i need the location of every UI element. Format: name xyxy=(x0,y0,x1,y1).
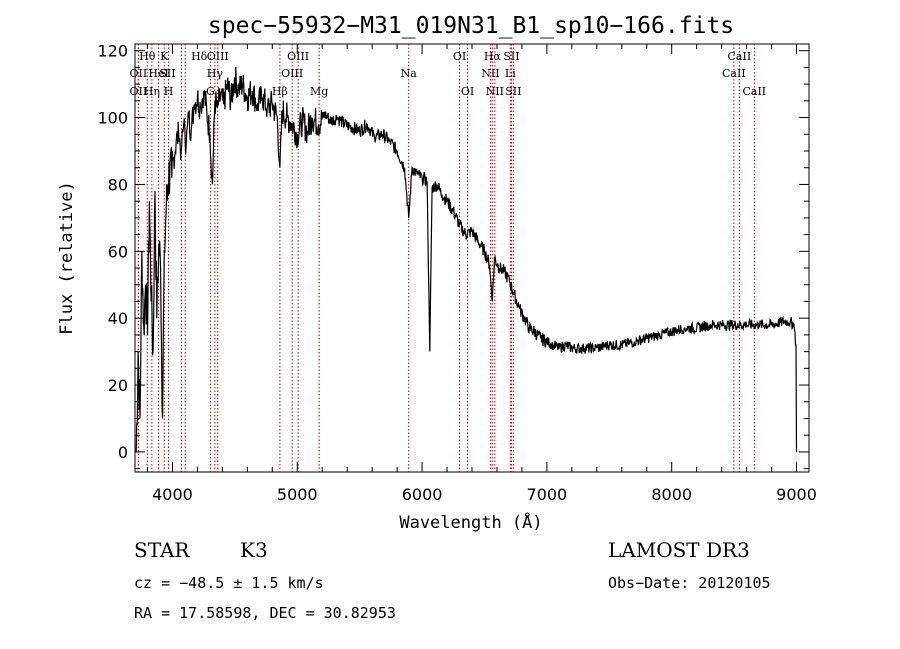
line-label-21: NII xyxy=(486,85,504,98)
line-label-3: Hη xyxy=(144,85,160,98)
line-label-17: OI xyxy=(453,50,466,63)
line-label-22: Li xyxy=(505,67,516,80)
line-label-26: CaII xyxy=(728,50,752,63)
y-tick-label-2: 40 xyxy=(108,309,128,328)
line-label-9: G xyxy=(206,85,215,98)
x-tick-label-3: 7000 xyxy=(527,485,568,504)
spectral-line-markers: HθOIIOIIHηHeIKHSIIHδGHγOIIIHβOIIIOIIIMgN… xyxy=(130,44,766,472)
line-label-4: HeI xyxy=(148,67,168,80)
y-tick-label-3: 60 xyxy=(108,242,128,261)
line-label-24: SII xyxy=(505,85,521,98)
plot-frame xyxy=(134,43,810,473)
object-subclass: K3 xyxy=(240,538,268,562)
line-label-6: H xyxy=(164,85,174,98)
redshift-text: cz = −48.5 ± 1.5 km/s xyxy=(134,574,324,592)
spectrum-line xyxy=(135,66,798,452)
line-label-10: Hγ xyxy=(207,67,224,80)
line-label-13: OIII xyxy=(281,67,303,80)
obs-date: Obs−Date: 20120105 xyxy=(608,574,771,592)
axis-ticks: 4000 5000 6000 7000 8000 9000 0 20 40 60 80 100 120 xyxy=(97,42,816,504)
y-tick-label-6: 120 xyxy=(97,42,128,61)
x-tick-label-4: 8000 xyxy=(651,485,692,504)
x-tick-label-5: 9000 xyxy=(776,485,817,504)
object-class: STAR xyxy=(134,538,190,562)
line-label-7: SII xyxy=(159,67,175,80)
line-label-11: OIII xyxy=(207,50,229,63)
line-label-27: CaII xyxy=(742,85,766,98)
chart-title: spec−55932−M31_019N31_B1_sp10−166.fits xyxy=(208,13,734,39)
line-label-23: SII xyxy=(503,50,519,63)
coordinates: RA = 17.58598, DEC = 30.82953 xyxy=(134,604,396,622)
line-label-19: NII xyxy=(481,67,499,80)
line-label-16: Na xyxy=(401,67,418,80)
line-label-8: Hδ xyxy=(191,50,208,63)
line-label-25: CaII xyxy=(722,67,746,80)
x-tick-label-2: 6000 xyxy=(402,485,443,504)
y-tick-label-5: 100 xyxy=(97,109,128,128)
y-axis-label: Flux (relative) xyxy=(57,181,77,335)
x-tick-label-1: 5000 xyxy=(277,485,318,504)
x-axis-label: Wavelength (Å) xyxy=(399,511,542,533)
line-label-14: OIII xyxy=(287,50,309,63)
y-tick-label-1: 20 xyxy=(108,376,128,395)
x-tick-label-0: 4000 xyxy=(152,485,193,504)
line-label-20: Hα xyxy=(484,50,502,63)
line-label-0: Hθ xyxy=(139,50,156,63)
line-label-12: Hβ xyxy=(272,85,288,98)
line-label-5: K xyxy=(160,50,169,63)
y-tick-label-4: 80 xyxy=(108,175,128,194)
survey-name: LAMOST DR3 xyxy=(608,538,750,562)
line-label-15: Mg xyxy=(310,85,328,98)
line-label-18: OI xyxy=(461,85,474,98)
y-tick-label-0: 0 xyxy=(118,443,128,462)
line-label-2: OII xyxy=(130,85,148,98)
